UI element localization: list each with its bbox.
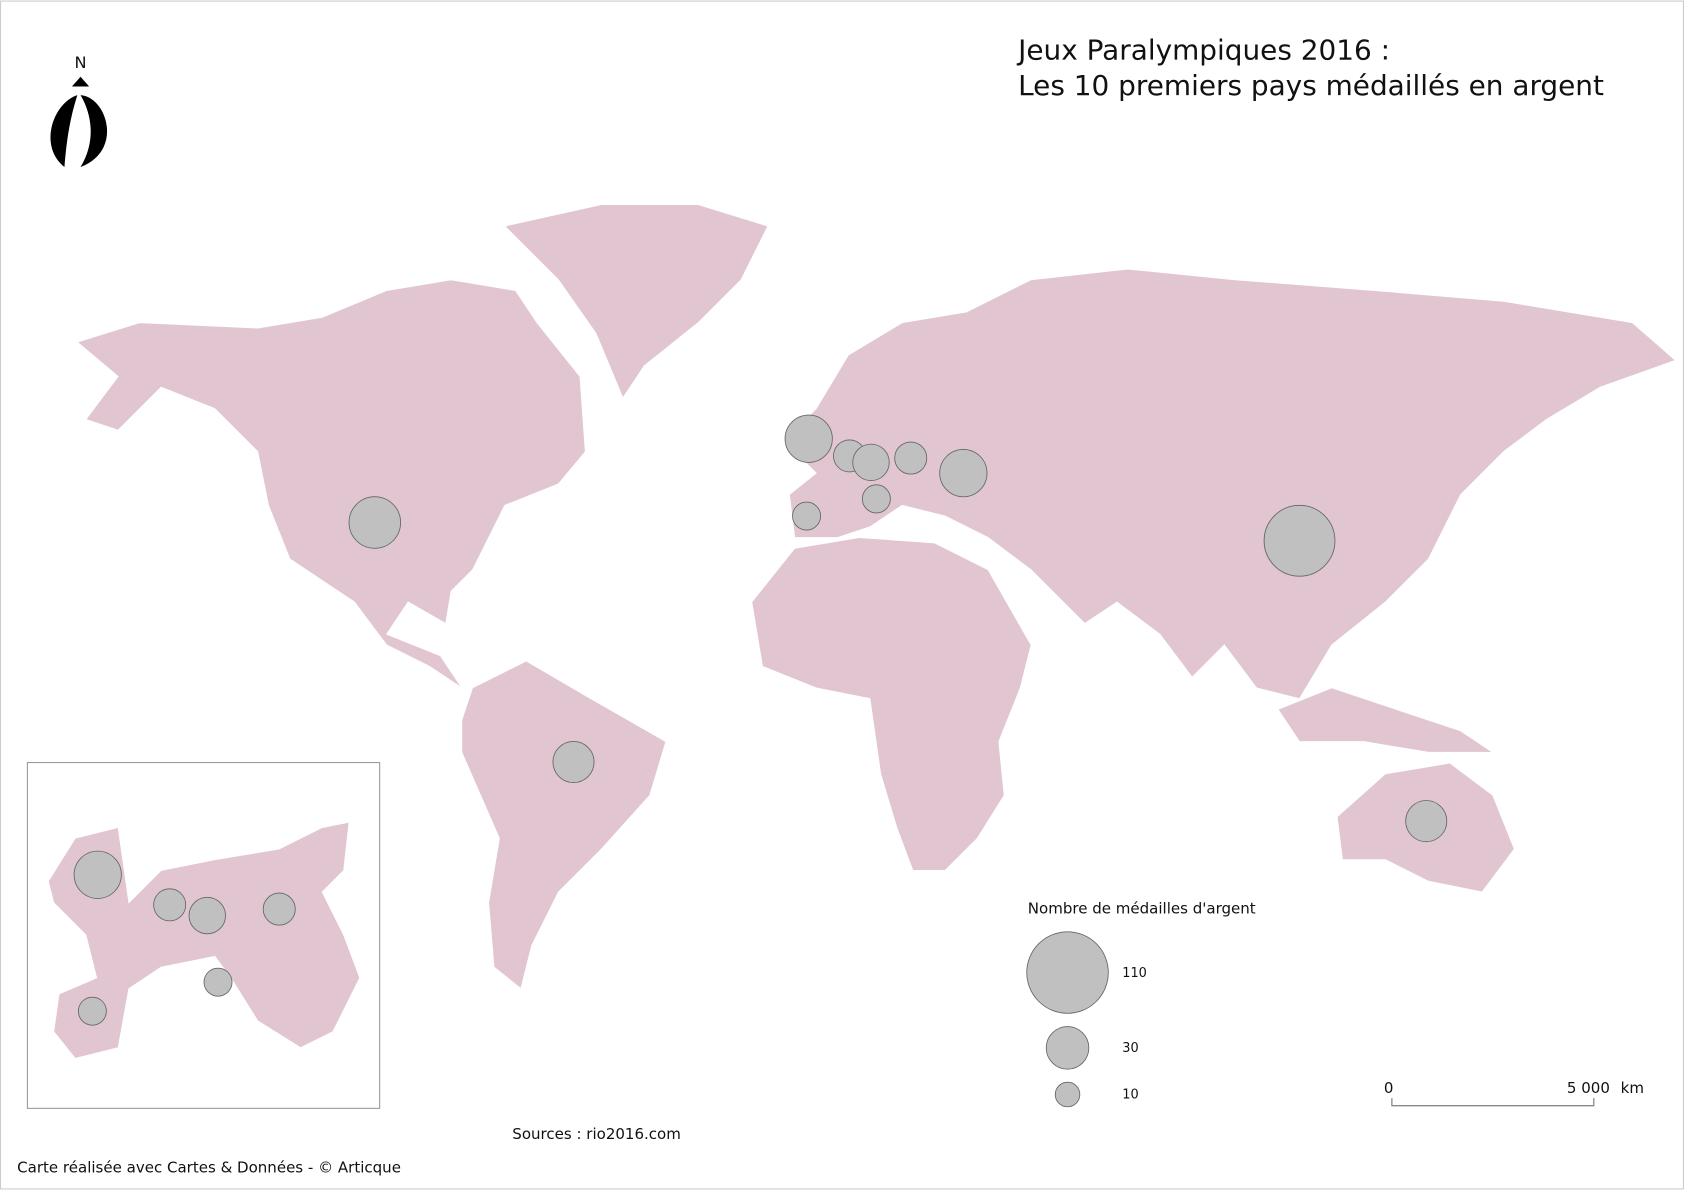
legend-circle	[1054, 1081, 1081, 1108]
symbols	[73, 414, 1448, 1026]
legend: 110 30 10	[1026, 931, 1147, 1108]
legend-label: 30	[1122, 1041, 1138, 1056]
medal-circle	[784, 414, 833, 463]
north-arrow: N	[50, 53, 108, 168]
credit: Carte réalisée avec Cartes & Données - ©…	[17, 1158, 401, 1176]
medal-circle	[939, 449, 988, 498]
medal-circle	[1263, 504, 1336, 577]
scale-label: 0	[1384, 1079, 1394, 1097]
scale-label: 5 000	[1567, 1079, 1610, 1097]
inset-medal-circle	[188, 896, 226, 935]
medal-circle	[348, 496, 402, 549]
legend-label: 110	[1122, 966, 1147, 981]
scale-unit: km	[1621, 1079, 1644, 1097]
medal-circle	[852, 443, 890, 482]
medal-circle	[552, 741, 595, 784]
inset-map	[47, 821, 361, 1059]
legend-title: Nombre de médailles d'argent	[1028, 899, 1256, 917]
north-label: N	[75, 53, 87, 72]
inset-medal-circle	[153, 888, 187, 922]
medal-circle	[894, 441, 928, 475]
inset-medal-circle	[73, 850, 122, 899]
title-line: Les 10 premiers pays médaillés en argent	[1018, 69, 1604, 102]
medal-circle	[861, 484, 891, 514]
medal-circle	[792, 501, 822, 531]
legend-circle	[1026, 931, 1109, 1014]
world-map	[76, 204, 1677, 990]
legend-label: 10	[1122, 1088, 1138, 1103]
legend-circle	[1045, 1026, 1090, 1070]
inset-medal-circle	[262, 892, 296, 926]
sources: Sources : rio2016.com	[512, 1125, 681, 1143]
title-line: Jeux Paralympiques 2016 :	[1016, 34, 1390, 67]
inset-medal-circle	[203, 967, 233, 997]
inset-medal-circle	[77, 996, 107, 1026]
scale-bar: 0 5 000 km	[1384, 1079, 1644, 1107]
medal-circle	[1405, 800, 1448, 843]
